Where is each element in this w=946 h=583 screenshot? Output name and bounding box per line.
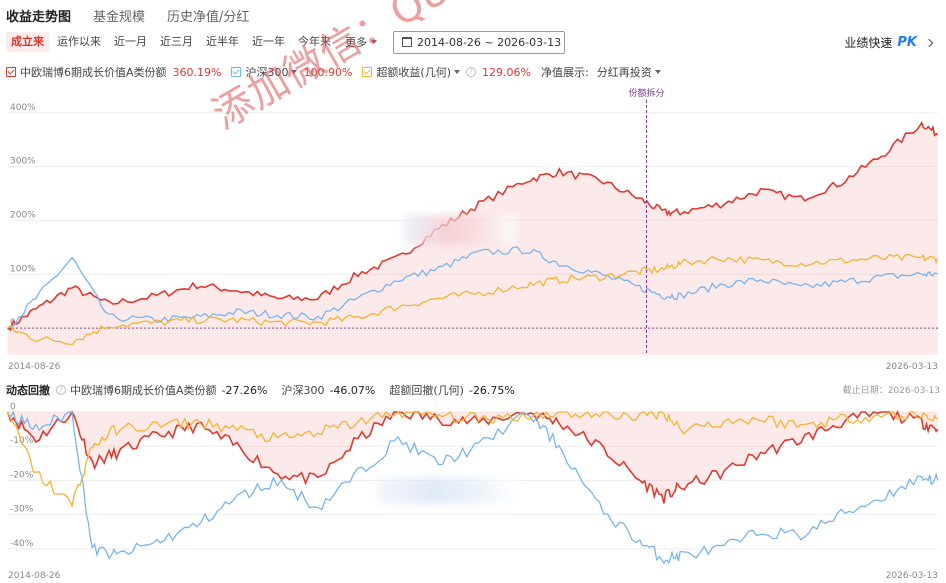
more-dropdown[interactable]: 更多 bbox=[339, 32, 383, 52]
legend-index[interactable]: 沪深300 100.90% bbox=[231, 64, 352, 80]
help-icon[interactable]: ? bbox=[56, 385, 66, 395]
help-icon[interactable]: ? bbox=[466, 67, 477, 77]
legend-fund-name: 中欧瑞博6期成长价值A类份额 bbox=[20, 66, 167, 79]
drawdown-fund-value: -27.26% bbox=[221, 384, 268, 397]
chevron-down-icon[interactable] bbox=[291, 70, 298, 74]
checkbox-icon[interactable] bbox=[231, 67, 242, 77]
y-tick-label: -30% bbox=[10, 505, 34, 515]
y-tick-label: 100% bbox=[10, 264, 36, 274]
chevron-down-icon[interactable] bbox=[454, 70, 461, 74]
date-range-text: 2014-08-26 ~ 2026-03-13 bbox=[417, 35, 562, 49]
range-since-operation[interactable]: 运作以来 bbox=[57, 35, 101, 48]
calendar-icon bbox=[402, 37, 412, 47]
chevron-down-icon bbox=[371, 40, 377, 44]
range-1m[interactable]: 近一月 bbox=[114, 35, 147, 48]
drawdown-index-value: -46.07% bbox=[329, 384, 376, 397]
range-3m[interactable]: 近三月 bbox=[160, 35, 193, 48]
drawdown-index: 沪深300 -46.07% bbox=[281, 382, 375, 398]
series-line-2 bbox=[7, 253, 939, 346]
as-of-date: 截止日期：2026-03-13 bbox=[842, 386, 940, 396]
range-since-inception[interactable]: 成立来 bbox=[6, 32, 49, 52]
series-line-2 bbox=[7, 410, 938, 509]
nav-display-mode: 分红再投资 bbox=[596, 66, 652, 79]
tab-history-nav[interactable]: 历史净值/分红 bbox=[167, 9, 250, 25]
series-line-0 bbox=[7, 121, 938, 332]
y-tick-label: 300% bbox=[10, 157, 36, 167]
series-line-1 bbox=[7, 246, 938, 329]
x-tick-label-start: 2014-08-26 bbox=[8, 571, 61, 581]
tab-bar: 收益走势图 基金规模 历史净值/分红 bbox=[6, 5, 271, 25]
tab-fund-size[interactable]: 基金规模 bbox=[93, 9, 146, 25]
tab-return-trend[interactable]: 收益走势图 bbox=[6, 9, 72, 25]
legend-excess[interactable]: 超额收益(几何) ? 129.06% bbox=[362, 64, 531, 80]
drawdown-header: 动态回撤 ? 中欧瑞博6期成长价值A类份额 -27.26% 沪深300 -46.07… bbox=[6, 383, 940, 397]
range-6m[interactable]: 近半年 bbox=[206, 35, 239, 48]
range-ytd[interactable]: 今年来 bbox=[298, 35, 331, 48]
legend-fund-value: 360.19% bbox=[172, 65, 222, 79]
legend-excess-name: 超额收益(几何) bbox=[376, 66, 452, 79]
drawdown-title: 动态回撤 bbox=[6, 384, 50, 397]
pk-label: 业绩快速 bbox=[844, 36, 893, 50]
drawdown-fund: 中欧瑞博6期成长价值A类份额 -27.26% bbox=[70, 382, 267, 398]
range-toolbar: 成立来 运作以来 近一月 近三月 近半年 近一年 今年来 更多 2014-08-… bbox=[6, 30, 940, 54]
nav-display-label: 净值展示: bbox=[540, 66, 589, 79]
chart-legend: 中欧瑞博6期成长价值A类份额 360.19% 沪深300 100.90% 超额收… bbox=[6, 64, 671, 80]
legend-excess-value: 129.06% bbox=[482, 65, 531, 79]
nav-display[interactable]: 净值展示: 分红再投资 bbox=[541, 64, 661, 80]
series-area-fund bbox=[7, 122, 938, 355]
legend-index-name: 沪深300 bbox=[245, 66, 289, 79]
series-line-0 bbox=[6, 410, 939, 504]
y-tick-label: -20% bbox=[10, 470, 34, 480]
y-tick-label: 200% bbox=[10, 210, 36, 220]
drawdown-excess-value: -26.75% bbox=[468, 384, 515, 397]
legend-fund[interactable]: 中欧瑞博6期成长价值A类份额 360.19% bbox=[6, 64, 221, 80]
drawdown-chart: 0 -10% -20% -30% -40% 2014-08-26 2026-03-13 bbox=[6, 402, 939, 581]
date-range-picker[interactable]: 2014-08-26 ~ 2026-03-13 bbox=[393, 30, 565, 54]
x-tick-label-start: 2014-08-26 bbox=[8, 362, 61, 372]
x-tick-label-end: 2026-03-13 bbox=[886, 362, 938, 372]
more-label: 更多 bbox=[345, 36, 367, 49]
range-1y[interactable]: 近一年 bbox=[252, 35, 285, 48]
series-line-1 bbox=[7, 410, 939, 565]
legend-index-value: 100.90% bbox=[303, 65, 353, 79]
y-tick-label: -40% bbox=[10, 539, 34, 549]
checkbox-icon[interactable] bbox=[6, 67, 16, 77]
drawdown-excess-name: 超额回撤(几何) bbox=[389, 384, 464, 397]
x-tick-label-end: 2026-03-13 bbox=[886, 571, 938, 581]
y-tick-label: -10% bbox=[10, 436, 34, 446]
y-tick-label: 0 bbox=[10, 402, 16, 412]
checkbox-icon[interactable] bbox=[362, 67, 373, 77]
performance-pk-link[interactable]: 业绩快速 PK bbox=[844, 34, 934, 51]
split-marker-label: 份额拆分 bbox=[629, 87, 665, 99]
chevron-down-icon bbox=[654, 70, 661, 74]
drawdown-excess: 超额回撤(几何) -26.75% bbox=[389, 382, 515, 398]
pk-badge: PK bbox=[897, 35, 917, 50]
series-area-fund bbox=[7, 412, 938, 504]
drawdown-index-name: 沪深300 bbox=[281, 384, 325, 397]
return-chart: 0100%200%300%400%份额拆分2014-08-262026-03-1… bbox=[7, 87, 939, 372]
drawdown-fund-name: 中欧瑞博6期成长价值A类份额 bbox=[70, 384, 217, 397]
y-tick-label: 400% bbox=[10, 103, 36, 113]
